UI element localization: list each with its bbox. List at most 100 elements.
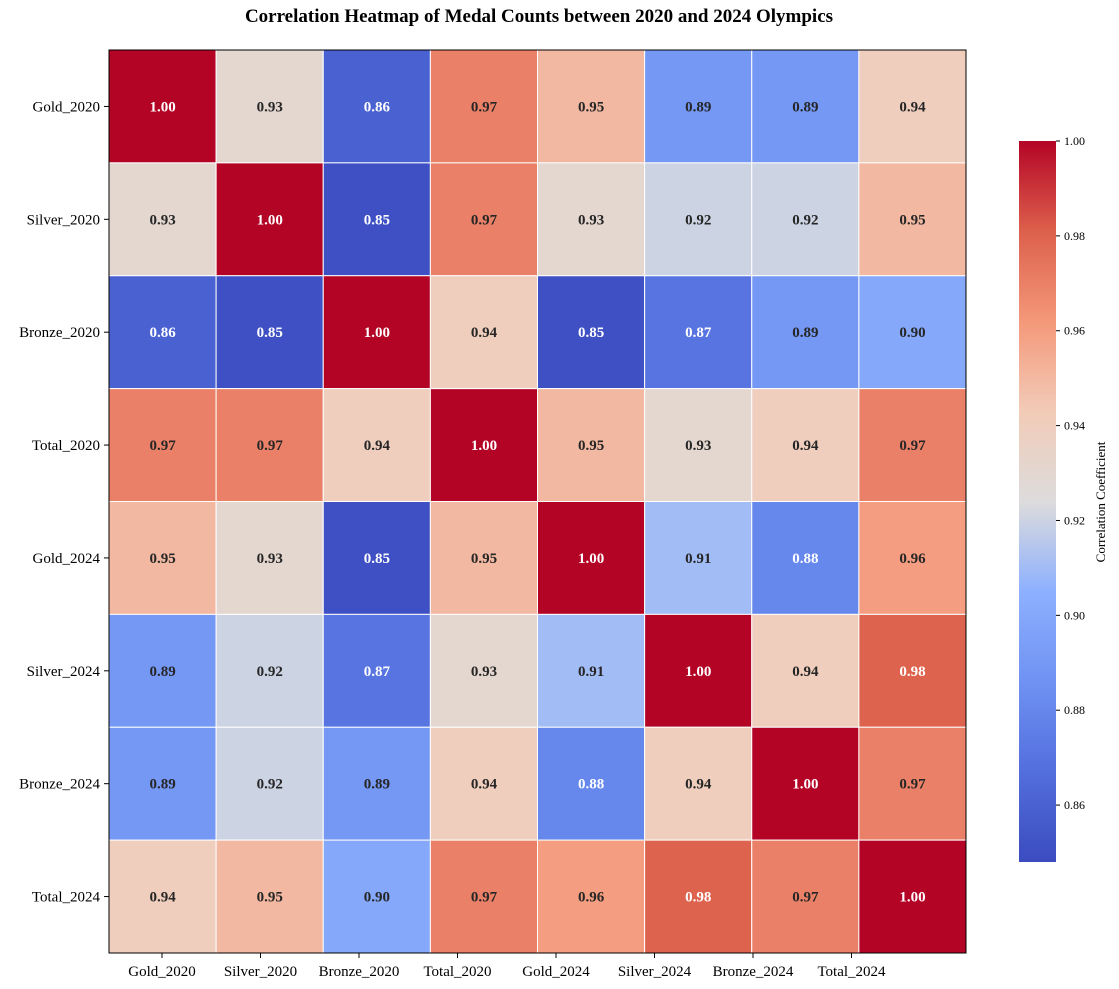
cell-value-label: 0.97: [471, 890, 498, 906]
cell-value-label: 0.86: [149, 325, 176, 341]
cell-value-label: 0.97: [257, 438, 284, 454]
heatmap-cell: [108, 613, 217, 728]
heatmap-frame: [108, 49, 967, 954]
cell-value-label: 0.85: [257, 325, 283, 341]
cell-value-label: 0.93: [471, 664, 497, 680]
cell-value-label: 1.00: [364, 325, 390, 341]
heatmap-cell: [751, 726, 860, 841]
heatmap-cell: [108, 388, 217, 502]
heatmap-cell: [215, 275, 324, 390]
colorbar-tick-label: 0.90: [1064, 608, 1085, 622]
heatmap-cell: [429, 839, 538, 954]
colorbar-tick-label: 0.94: [1064, 419, 1085, 433]
cell-value-label: 1.00: [792, 777, 818, 793]
heatmap-cell: [858, 613, 967, 728]
row-label: Silver_2020: [27, 212, 100, 228]
heatmap-cell: [537, 501, 646, 615]
cell-value-label: 0.94: [792, 438, 819, 454]
colorbar: [1019, 141, 1056, 862]
heatmap-cell: [322, 726, 431, 841]
cell-value-label: 0.88: [578, 777, 604, 793]
heatmap-cell: [858, 49, 967, 164]
heatmap-cell: [644, 839, 753, 954]
cell-value-label: 0.95: [899, 212, 925, 228]
cell-value-label: 0.95: [578, 438, 604, 454]
heatmap-cell: [215, 726, 324, 841]
cell-value-label: 0.93: [578, 212, 604, 228]
cell-value-label: 0.94: [364, 438, 391, 454]
cell-value-label: 0.91: [578, 664, 604, 680]
colorbar-tick-label: 0.96: [1064, 324, 1085, 338]
colorbar-tick-label: 1.00: [1064, 134, 1085, 148]
heatmap-cells: 1.00 0.93 0.86 0.97 0.95 0.89 0.89 0.94 0.93 1.00…: [108, 49, 967, 954]
colorbar-tick-label: 0.98: [1064, 229, 1085, 243]
heatmap-cell: [537, 388, 646, 502]
heatmap-cell: [858, 275, 967, 390]
cell-value-label: 0.95: [578, 99, 604, 115]
column-label: Silver_2020: [224, 964, 297, 980]
column-label: Gold_2020: [128, 964, 196, 980]
heatmap-cell: [215, 613, 324, 728]
cell-value-label: 0.94: [471, 777, 498, 793]
cell-value-label: 0.87: [364, 664, 391, 680]
cell-value-label: 1.00: [149, 99, 175, 115]
cell-value-label: 1.00: [257, 212, 283, 228]
cell-value-label: 0.89: [149, 664, 175, 680]
colorbar-tick-label: 0.92: [1064, 513, 1085, 527]
heatmap-cell: [108, 162, 217, 277]
heatmap-cell: [644, 613, 753, 728]
cell-value-label: 0.97: [471, 99, 498, 115]
cell-value-label: 0.97: [471, 212, 498, 228]
cell-value-label: 0.94: [899, 99, 926, 115]
cell-value-label: 1.00: [471, 438, 497, 454]
heatmap-cell: [429, 501, 538, 615]
heatmap-cell: [215, 388, 324, 502]
heatmap-cell: [322, 275, 431, 390]
cell-value-label: 0.89: [792, 99, 818, 115]
heatmap-cell: [858, 726, 967, 841]
heatmap-cell: [537, 726, 646, 841]
heatmap-cell: [858, 839, 967, 954]
cell-value-label: 0.94: [792, 664, 819, 680]
cell-value-label: 0.89: [792, 325, 818, 341]
heatmap-cell: [429, 388, 538, 502]
heatmap-cell: [644, 275, 753, 390]
heatmap-cell: [644, 501, 753, 615]
cell-value-label: 0.95: [149, 551, 175, 567]
column-label: Total_2024: [817, 964, 886, 980]
heatmap-cell: [429, 49, 538, 164]
cell-value-label: 0.93: [149, 212, 175, 228]
cell-value-label: 0.94: [149, 890, 176, 906]
cell-value-label: 1.00: [899, 890, 925, 906]
cell-value-label: 0.93: [257, 99, 283, 115]
cell-value-label: 0.97: [149, 438, 176, 454]
heatmap-cell: [858, 388, 967, 502]
row-label: Gold_2024: [33, 551, 101, 567]
cell-value-label: 0.94: [471, 325, 498, 341]
row-label: Silver_2024: [27, 664, 101, 680]
heatmap-cell: [322, 501, 431, 615]
cell-value-label: 0.86: [364, 99, 391, 115]
cell-value-label: 0.96: [899, 551, 926, 567]
cell-value-label: 1.00: [578, 551, 604, 567]
colorbar-tick-label: 0.86: [1064, 798, 1085, 812]
heatmap-cell: [751, 162, 860, 277]
cell-value-label: 0.92: [685, 212, 711, 228]
heatmap-cell: [322, 388, 431, 502]
heatmap-cell: [644, 726, 753, 841]
cell-value-label: 0.91: [685, 551, 711, 567]
heatmap-cell: [751, 501, 860, 615]
cell-value-label: 0.92: [257, 664, 283, 680]
cell-value-label: 0.93: [685, 438, 711, 454]
cell-value-label: 0.87: [685, 325, 712, 341]
column-label: Bronze_2024: [713, 964, 794, 980]
column-label: Total_2020: [423, 964, 491, 980]
cell-value-label: 0.90: [899, 325, 925, 341]
row-labels: Gold_2020 Silver_2020 Bronze_2020 Total_202…: [19, 99, 109, 906]
heatmap-cell: [537, 275, 646, 390]
cell-value-label: 0.85: [364, 212, 390, 228]
cell-value-label: 0.97: [899, 438, 926, 454]
heatmap-cell: [644, 162, 753, 277]
colorbar-ticks: 0.86 0.88 0.90 0.92 0.94 0.96 0.98 1.00: [1056, 134, 1085, 812]
